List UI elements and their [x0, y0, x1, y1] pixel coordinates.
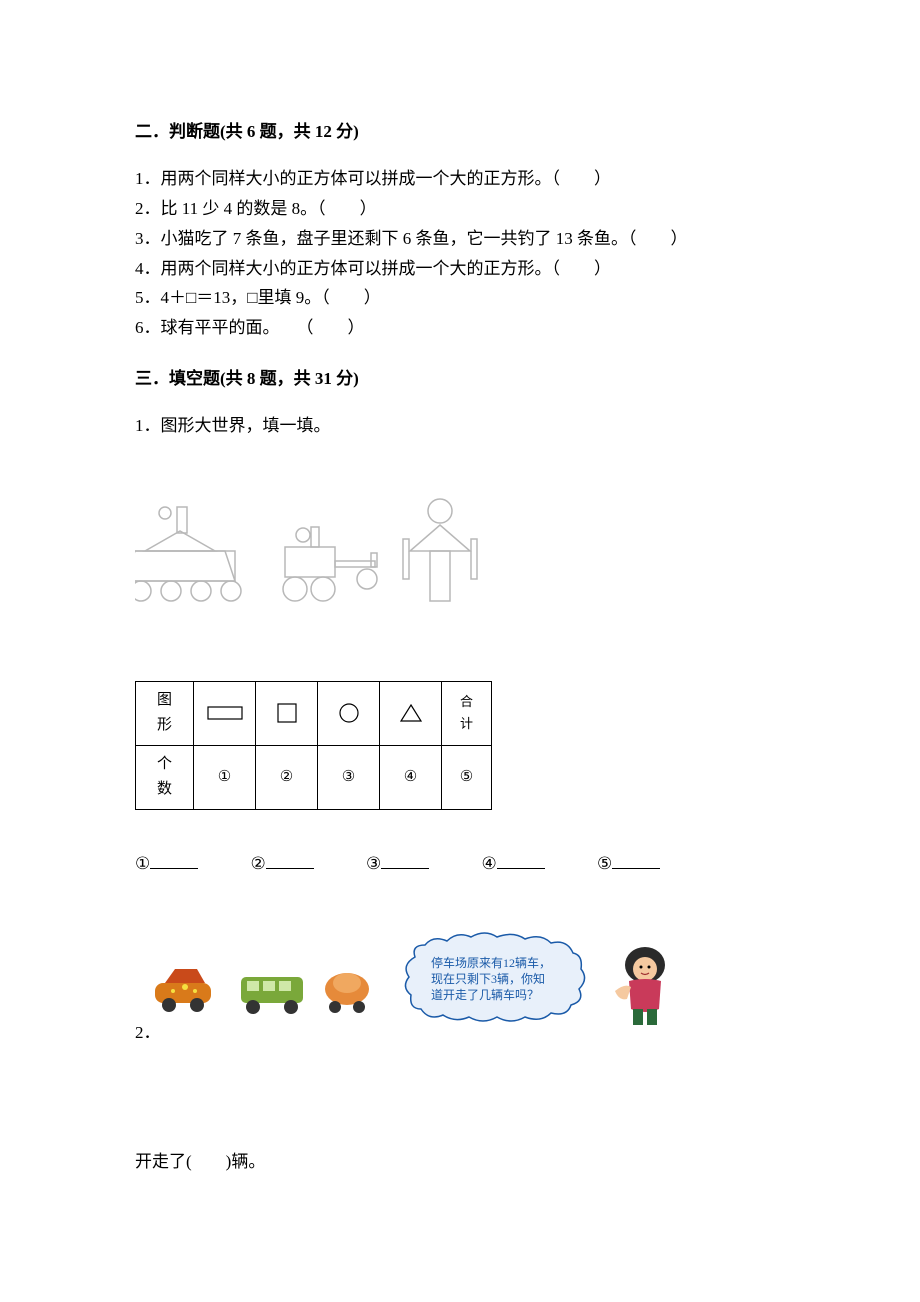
car-3-icon	[325, 973, 369, 1013]
count-4: ④	[380, 745, 442, 809]
speech-bubble: 停车场原来有12辆车， 现在只剩下3辆，你知 道开走了几辆车吗？	[405, 933, 584, 1021]
question-3-2-answer: 开走了( )辆。	[135, 1148, 785, 1177]
question-2-6: 6．球有平平的面。 （ ）	[135, 314, 785, 343]
shape-square-icon	[256, 681, 318, 745]
section-2-questions: 1．用两个同样大小的正方体可以拼成一个大的正方形。（ ） 2．比 11 少 4 …	[135, 165, 785, 343]
question-2-4: 4．用两个同样大小的正方体可以拼成一个大的正方形。（ ）	[135, 255, 785, 284]
count-5: ⑤	[442, 745, 492, 809]
shape-triangle-icon	[380, 681, 442, 745]
table-total-label: 合 计	[442, 681, 492, 745]
question-3-1-prompt: 1．图形大世界，填一填。	[135, 412, 785, 441]
shape-circle-icon	[318, 681, 380, 745]
cars-illustration: 停车场原来有12辆车， 现在只剩下3辆，你知 道开走了几辆车吗？	[135, 929, 785, 1039]
question-2-3: 3．小猫吃了 7 条鱼，盘子里还剩下 6 条鱼，它一共钓了 13 条鱼。（ ）	[135, 225, 785, 254]
blank-5: ⑤	[597, 850, 660, 879]
question-2-5: 5．4＋□＝13，□里填 9。（ ）	[135, 284, 785, 313]
teacher-person-icon	[615, 947, 665, 1025]
section-2-header: 二．判断题(共 6 题，共 12 分)	[135, 118, 785, 147]
section-3-header: 三．填空题(共 8 题，共 31 分)	[135, 365, 785, 394]
shapes-count-table: 图 形 合 计 个 数 ① ② ③ ④ ⑤	[135, 681, 492, 810]
blank-1: ①	[135, 850, 198, 879]
shape-rectangle-icon	[194, 681, 256, 745]
table-row1-label: 图 形	[136, 681, 194, 745]
svg-text:现在只剩下3辆，你知: 现在只剩下3辆，你知	[431, 972, 545, 986]
blank-4: ④	[482, 850, 545, 879]
count-3: ③	[318, 745, 380, 809]
answer-blanks-row: ① ② ③ ④ ⑤	[135, 850, 785, 879]
question-2-1: 1．用两个同样大小的正方体可以拼成一个大的正方形。（ ）	[135, 165, 785, 194]
blank-2: ②	[251, 850, 314, 879]
count-2: ②	[256, 745, 318, 809]
blank-3: ③	[366, 850, 429, 879]
count-1: ①	[194, 745, 256, 809]
car-1-icon	[155, 969, 211, 1012]
question-3-2: 停车场原来有12辆车， 现在只剩下3辆，你知 道开走了几辆车吗？ 2．	[135, 929, 785, 1078]
svg-text:道开走了几辆车吗？: 道开走了几辆车吗？	[431, 987, 539, 1002]
question-2-2: 2．比 11 少 4 的数是 8。（ ）	[135, 195, 785, 224]
question-3-2-index: 2．	[135, 1023, 161, 1042]
table-row2-label: 个 数	[136, 745, 194, 809]
shapes-diagram	[135, 491, 785, 641]
svg-text:停车场原来有12辆车，: 停车场原来有12辆车，	[431, 955, 551, 970]
car-2-icon	[241, 977, 303, 1014]
